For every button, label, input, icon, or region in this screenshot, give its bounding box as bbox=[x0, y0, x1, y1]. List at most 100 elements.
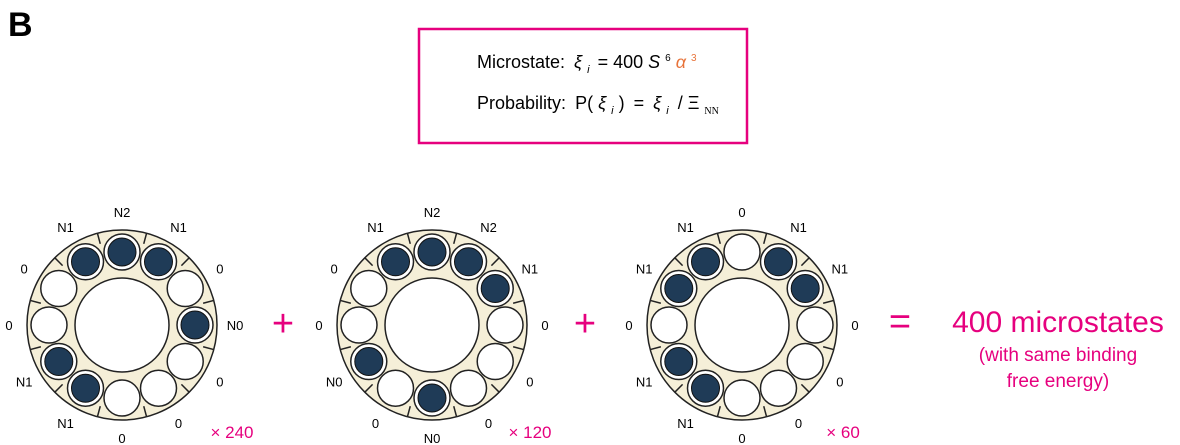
subunit-label: N0 bbox=[424, 431, 441, 445]
bound-ligand bbox=[355, 348, 383, 376]
subunit bbox=[341, 307, 377, 343]
subunit bbox=[104, 380, 140, 416]
subunit-label: N2 bbox=[114, 205, 131, 220]
multiplier: × 240 bbox=[210, 423, 253, 442]
result-note: free energy) bbox=[1007, 371, 1109, 392]
formula-superscript: 6 bbox=[665, 53, 671, 64]
subunit bbox=[487, 307, 523, 343]
bound-ligand bbox=[692, 248, 720, 276]
subunit-label: N0 bbox=[326, 375, 343, 390]
subunit-label: 0 bbox=[738, 431, 745, 445]
bound-ligand bbox=[418, 238, 446, 266]
result-note: (with same binding bbox=[979, 345, 1137, 366]
formula-microstate: Microstate: ξ i = 400 S 6 α 3 bbox=[477, 45, 697, 77]
formula-text: = 400 bbox=[598, 52, 644, 72]
subunit-label: 0 bbox=[526, 375, 533, 390]
subunit bbox=[451, 370, 487, 406]
subunit-label: N1 bbox=[170, 220, 187, 235]
bound-ligand bbox=[72, 374, 100, 402]
subunit bbox=[477, 344, 513, 380]
subunit-label: N1 bbox=[636, 262, 653, 277]
subunit-label: N1 bbox=[677, 416, 694, 431]
bound-ligand bbox=[791, 275, 819, 303]
bound-ligand bbox=[72, 248, 100, 276]
subunit-label: N2 bbox=[480, 220, 497, 235]
subunit-label: 0 bbox=[21, 262, 28, 277]
subunit-label: 0 bbox=[541, 318, 548, 333]
figure: B Microstate: ξ i = 400 S 6 α 3 Probabil… bbox=[0, 0, 1180, 445]
subunit bbox=[41, 271, 77, 307]
bound-ligand bbox=[665, 275, 693, 303]
subunit-label: N1 bbox=[57, 220, 74, 235]
subunit bbox=[761, 370, 797, 406]
subunit-label: N1 bbox=[832, 262, 849, 277]
subunit-label: 0 bbox=[216, 375, 223, 390]
subunit-label: 0 bbox=[216, 262, 223, 277]
formula-text: Probability: bbox=[477, 93, 566, 113]
formula-text: = bbox=[634, 93, 645, 113]
formula-symbol: ξ bbox=[574, 52, 583, 72]
bound-ligand bbox=[382, 248, 410, 276]
subunit-label: N1 bbox=[636, 375, 653, 390]
bound-ligand bbox=[765, 248, 793, 276]
panel-label: B bbox=[8, 6, 33, 44]
formula-subscript: NN bbox=[704, 106, 718, 117]
subunit-label: 0 bbox=[625, 318, 632, 333]
subunit-label: 0 bbox=[331, 262, 338, 277]
subunit-label: 0 bbox=[738, 205, 745, 220]
bound-ligand bbox=[418, 384, 446, 412]
bound-ligand bbox=[45, 348, 73, 376]
subunit bbox=[167, 344, 203, 380]
subunit bbox=[651, 307, 687, 343]
subunit bbox=[141, 370, 177, 406]
subunit bbox=[724, 380, 760, 416]
subunit-label: 0 bbox=[795, 416, 802, 431]
bound-ligand bbox=[181, 311, 209, 339]
ring-inner-edge bbox=[75, 278, 169, 372]
formula-symbol: ξ bbox=[598, 93, 607, 113]
multiplier: × 120 bbox=[508, 423, 551, 442]
operator: + bbox=[574, 303, 596, 345]
subunit-label: 0 bbox=[175, 416, 182, 431]
formula-symbol: ξ bbox=[653, 93, 662, 113]
formula-subscript: i bbox=[666, 105, 669, 117]
bound-ligand bbox=[692, 374, 720, 402]
bound-ligand bbox=[455, 248, 483, 276]
multiplier: × 60 bbox=[826, 423, 860, 442]
formula-subscript: i bbox=[611, 105, 614, 117]
bound-ligand bbox=[665, 348, 693, 376]
operator: + bbox=[272, 303, 294, 345]
subunit bbox=[787, 344, 823, 380]
formula-symbol: S bbox=[648, 52, 660, 72]
subunit bbox=[351, 271, 387, 307]
formula-text: P( bbox=[575, 93, 593, 113]
subunit bbox=[797, 307, 833, 343]
subunit bbox=[378, 370, 414, 406]
subunit bbox=[31, 307, 67, 343]
bound-ligand bbox=[481, 275, 509, 303]
subunit-label: N1 bbox=[522, 262, 539, 277]
subunit-label: 0 bbox=[372, 416, 379, 431]
result-headline: 400 microstates bbox=[952, 306, 1164, 339]
subunit-label: 0 bbox=[485, 416, 492, 431]
bound-ligand bbox=[145, 248, 173, 276]
formula-probability: Probability: P( ξ i ) = ξ i / Ξ NN bbox=[477, 93, 719, 118]
formula-subscript: i bbox=[587, 64, 590, 76]
subunit-label: N1 bbox=[367, 220, 384, 235]
bound-ligand bbox=[108, 238, 136, 266]
subunit bbox=[167, 271, 203, 307]
subunit-label: N1 bbox=[57, 416, 74, 431]
subunit-label: N1 bbox=[16, 375, 33, 390]
subunit-label: 0 bbox=[836, 375, 843, 390]
operator: = bbox=[889, 301, 911, 343]
subunit-label: N0 bbox=[227, 318, 244, 333]
subunit-label: N2 bbox=[424, 205, 441, 220]
formula-box bbox=[419, 29, 747, 143]
formula-symbol: α bbox=[676, 52, 687, 72]
ring-inner-edge bbox=[385, 278, 479, 372]
subunit bbox=[724, 234, 760, 270]
ring-inner-edge bbox=[695, 278, 789, 372]
